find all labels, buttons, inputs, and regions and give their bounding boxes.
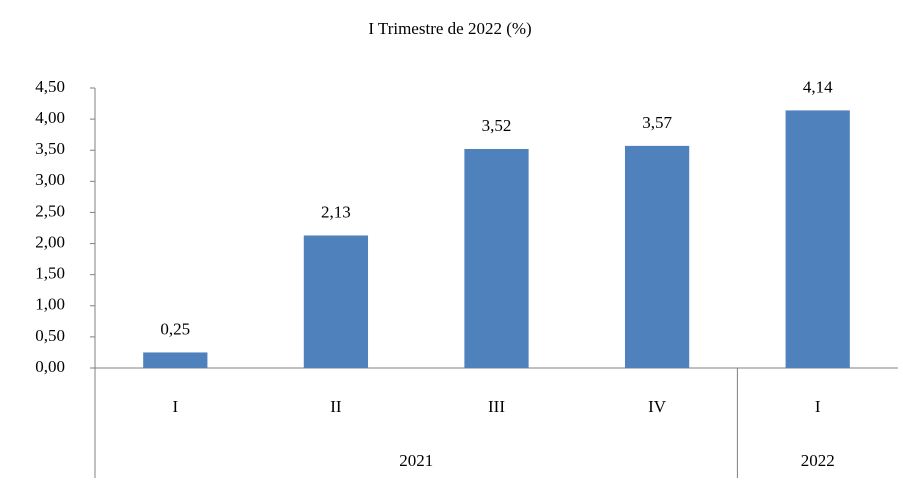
- x-tick-label: IV: [648, 397, 667, 416]
- value-label: 2,13: [321, 202, 351, 221]
- bar: [785, 110, 850, 369]
- y-tick-label: 3,00: [35, 170, 65, 189]
- value-label: 0,25: [160, 319, 190, 338]
- y-tick-label: 4,00: [35, 108, 65, 127]
- value-label: 4,14: [803, 77, 833, 96]
- bar: [624, 145, 690, 368]
- y-tick-label: 1,50: [35, 264, 65, 283]
- chart-title: I Trimestre de 2022 (%): [368, 19, 531, 38]
- x-tick-label: III: [488, 397, 505, 416]
- value-label: 3,52: [482, 116, 512, 135]
- y-tick-label: 2,50: [35, 201, 65, 220]
- x-tick-label: I: [815, 397, 821, 416]
- y-tick-label: 1,00: [35, 295, 65, 314]
- y-tick-label: 3,50: [35, 139, 65, 158]
- x-tick-label: I: [172, 397, 178, 416]
- y-tick-label: 0,50: [35, 326, 65, 345]
- y-tick-label: 4,50: [35, 77, 65, 96]
- y-tick-label: 0,00: [35, 357, 65, 376]
- value-label: 3,57: [642, 113, 672, 132]
- x-tick-label: II: [330, 397, 342, 416]
- bar: [464, 148, 529, 368]
- y-tick-label: 2,00: [35, 232, 65, 251]
- group-label: 2021: [399, 451, 433, 470]
- group-label: 2022: [801, 451, 835, 470]
- bar: [143, 352, 208, 368]
- bar: [303, 235, 369, 368]
